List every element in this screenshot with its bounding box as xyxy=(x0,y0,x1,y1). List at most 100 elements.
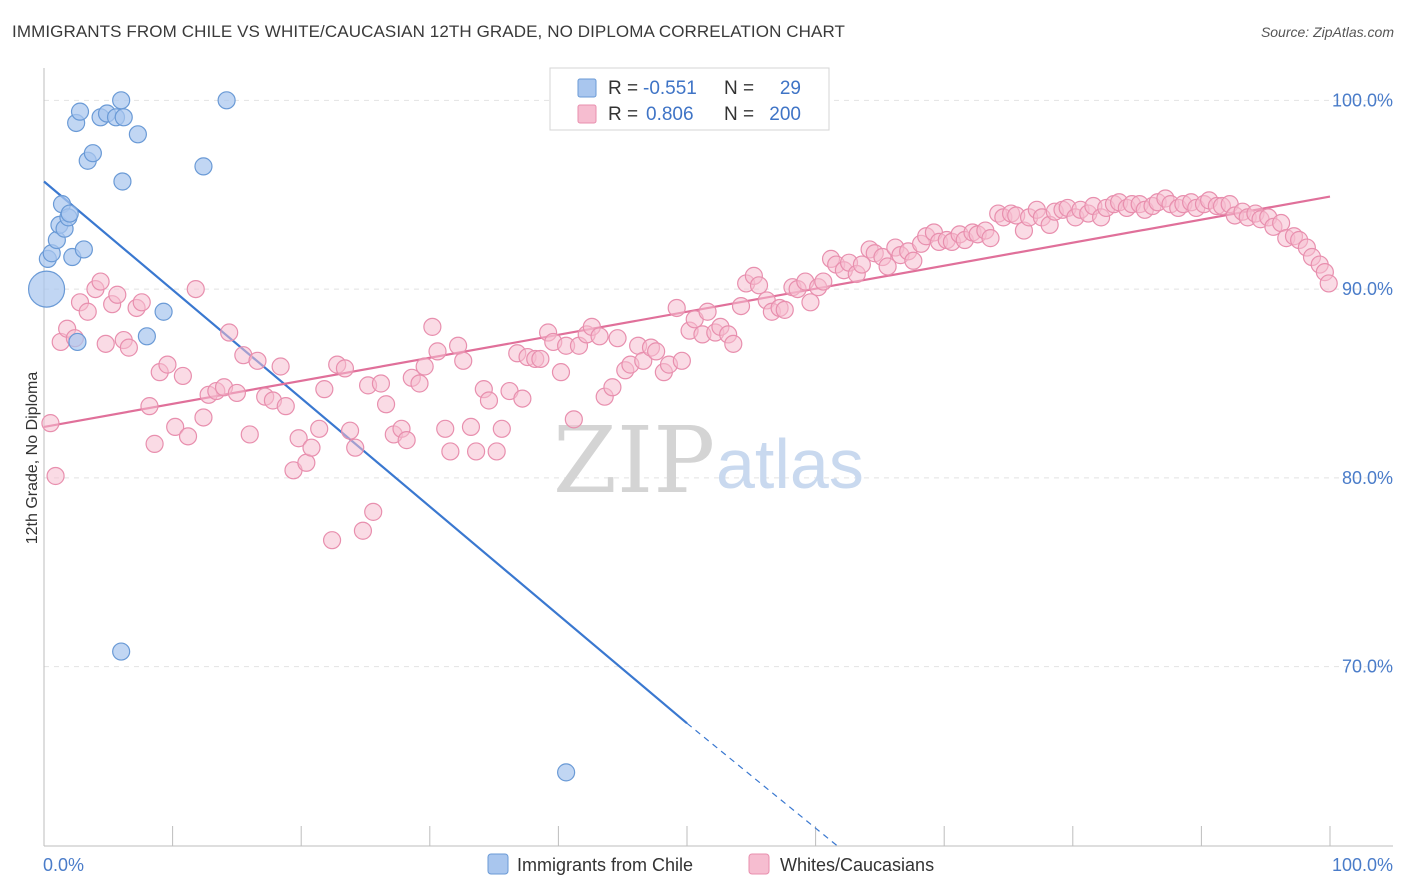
white-point-17 xyxy=(145,434,164,453)
white-point-16 xyxy=(140,397,159,416)
white-point-43 xyxy=(322,531,342,550)
legend-n-label-1: N = xyxy=(724,78,754,99)
series-legend-swatch-blue xyxy=(487,853,509,875)
white-point-41 xyxy=(310,419,329,438)
x-tick-label-min: 0.0% xyxy=(43,855,84,875)
white-point-52 xyxy=(376,395,396,414)
chile-point-0 xyxy=(27,270,66,308)
white-point-107 xyxy=(731,296,751,316)
white-point-28 xyxy=(220,323,239,342)
trend-lines xyxy=(43,180,1331,847)
watermark: ZIP atlas xyxy=(553,407,864,514)
white-point-11 xyxy=(108,285,127,304)
chile-point-20 xyxy=(112,642,131,661)
white-point-47 xyxy=(346,438,365,457)
white-point-120 xyxy=(814,272,833,291)
chile-point-15 xyxy=(83,144,102,163)
chile-point-22 xyxy=(113,172,132,191)
legend-r-label-2: R = xyxy=(608,104,638,125)
chile-trend-extension xyxy=(686,722,838,847)
white-point-81 xyxy=(564,410,583,429)
legend-r-label-1: R = xyxy=(608,78,638,99)
white-point-85 xyxy=(590,327,609,346)
white-point-58 xyxy=(415,357,434,376)
correlation-legend: R = -0.551 N = 29 R = 0.806 N = 200 xyxy=(549,67,830,131)
series-legend-swatch-pink xyxy=(748,853,770,875)
white-point-63 xyxy=(448,336,468,355)
white-point-110 xyxy=(749,276,769,295)
white-point-97 xyxy=(667,298,686,318)
white-point-102 xyxy=(698,302,717,321)
chile-point-28 xyxy=(557,763,576,782)
y-tick-label-100: 100.0% xyxy=(1332,90,1393,110)
white-point-57 xyxy=(410,374,429,393)
white-point-50 xyxy=(364,502,383,521)
legend-n-value-1: 29 xyxy=(780,78,801,99)
legend-swatch-pink xyxy=(577,104,597,124)
white-point-46 xyxy=(340,421,360,440)
source-credit: Source: ZipAtlas.com xyxy=(1260,24,1394,40)
white-point-13 xyxy=(119,338,138,357)
white-point-66 xyxy=(466,442,486,461)
gridlines xyxy=(44,99,1393,668)
white-point-24 xyxy=(194,408,213,427)
white-point-35 xyxy=(271,357,290,376)
white-point-38 xyxy=(289,429,308,448)
white-point-73 xyxy=(513,389,532,408)
axes xyxy=(43,68,1393,847)
white-point-55 xyxy=(397,431,416,450)
white-point-79 xyxy=(551,363,571,382)
white-point-29 xyxy=(227,383,246,403)
white-point-9 xyxy=(96,334,115,353)
white-point-87 xyxy=(603,378,622,397)
white-point-98 xyxy=(672,351,691,370)
watermark-atlas: atlas xyxy=(716,425,864,503)
y-tick-label-70: 70.0% xyxy=(1342,657,1393,677)
legend-n-label-2: N = xyxy=(724,104,754,125)
chile-point-11 xyxy=(70,102,90,121)
white-point-70 xyxy=(492,419,511,438)
white-point-51 xyxy=(371,374,391,393)
white-point-106 xyxy=(724,334,743,353)
y-axis-title: 12th Grade, No Diploma xyxy=(24,372,41,545)
chile-point-12 xyxy=(68,332,87,352)
white-point-36 xyxy=(276,397,295,416)
white-point-23 xyxy=(186,279,205,299)
white-point-42 xyxy=(315,380,334,399)
white-point-64 xyxy=(454,351,473,370)
white-point-126 xyxy=(852,255,871,274)
white-point-15 xyxy=(132,293,151,312)
white-point-69 xyxy=(487,442,506,461)
chile-point-13 xyxy=(74,240,93,259)
series-legend-label-1: Immigrants from Chile xyxy=(517,855,693,875)
white-point-48 xyxy=(353,521,373,540)
white-point-191 xyxy=(1272,213,1291,233)
white-point-8 xyxy=(91,272,110,291)
white-point-62 xyxy=(441,442,460,461)
white-point-19 xyxy=(158,355,177,374)
white-point-22 xyxy=(178,427,198,446)
chile-point-23 xyxy=(128,125,147,144)
chile-trend-line xyxy=(43,180,688,725)
legend-n-value-2: 200 xyxy=(769,104,801,125)
white-point-59 xyxy=(423,317,442,336)
chile-point-26 xyxy=(194,157,213,176)
data-points xyxy=(27,91,1338,782)
white-point-61 xyxy=(436,419,455,438)
white-point-68 xyxy=(479,391,499,410)
white-point-114 xyxy=(775,300,794,319)
chile-point-24 xyxy=(137,327,156,346)
white-point-6 xyxy=(78,302,97,321)
white-point-21 xyxy=(173,366,192,386)
white-point-0 xyxy=(41,414,60,433)
y-tick-label-80: 80.0% xyxy=(1342,468,1393,488)
x-tick-label-max: 100.0% xyxy=(1332,855,1393,875)
white-point-146 xyxy=(981,229,1000,248)
chile-point-19 xyxy=(112,91,131,110)
series-legend: Immigrants from Chile Whites/Caucasians xyxy=(487,853,934,875)
legend-swatch-blue xyxy=(577,78,597,98)
white-point-65 xyxy=(461,417,481,437)
white-point-1 xyxy=(46,466,65,486)
white-point-134 xyxy=(904,251,923,270)
y-tick-label-90: 90.0% xyxy=(1342,279,1393,299)
